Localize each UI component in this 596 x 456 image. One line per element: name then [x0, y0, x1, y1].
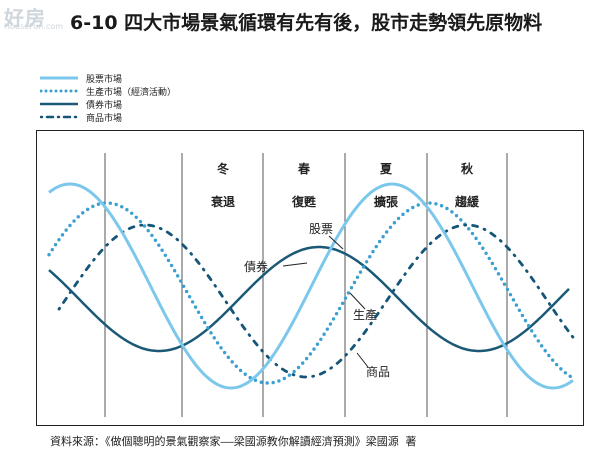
source-citation: 資料來源：《做個聰明的景氣觀察家——梁國源教你解讀經濟預測》梁國源 著 [50, 435, 417, 448]
legend-label-production: 生產市場（經濟活動） [86, 88, 177, 98]
season-label-summer: 夏 [380, 162, 393, 176]
cycle-diagram: 冬 衰退 春 復甦 夏 擴張 秋 趨緩 股票 債券 生產 商品 [47, 153, 575, 417]
diagram-frame: 冬 衰退 春 復甦 夏 擴張 秋 趨緩 股票 債券 生產 商品 [36, 130, 584, 426]
phase-label-slowdown: 趨緩 [454, 194, 480, 209]
phase-label-expansion: 擴張 [374, 194, 399, 209]
phase-label-recession: 衰退 [210, 194, 235, 209]
bond-annotation: 債券 [244, 259, 268, 274]
commodity-leader-line [356, 352, 369, 368]
watermark-sub-text: HouseFun.com [4, 22, 64, 31]
bond-leader-line [282, 262, 308, 267]
season-label-spring: 春 [297, 161, 311, 176]
stock-annotation: 股票 [309, 222, 333, 236]
stock-market-curve [48, 182, 574, 390]
figure-title: 6-10 四大市場景氣循環有先有後，股市走勢領先原物料 [70, 12, 543, 34]
legend-swatch-stock [40, 76, 78, 80]
legend-swatch-commodity [40, 115, 80, 119]
legend-label-commodity: 商品市場 [86, 114, 123, 124]
bond-market-curve [48, 245, 570, 353]
site-watermark-logo: 好房 HouseFun.com [4, 2, 66, 32]
legend-swatch-production [40, 89, 80, 93]
stock-leader-line [328, 235, 344, 250]
season-label-autumn: 秋 [461, 161, 474, 176]
season-label-winter: 冬 [217, 161, 229, 176]
production-market-curve [47, 201, 575, 385]
commodity-annotation: 商品 [366, 364, 390, 379]
legend-label-bond: 債券市場 [86, 101, 123, 111]
phase-label-recovery: 復甦 [291, 194, 317, 209]
legend-swatch-bond [40, 102, 78, 106]
legend-label-stock: 股票市場 [86, 75, 123, 85]
production-annotation: 生產 [353, 307, 377, 322]
production-leader-line [349, 292, 366, 310]
watermark-main-text: 好房 [4, 6, 46, 30]
